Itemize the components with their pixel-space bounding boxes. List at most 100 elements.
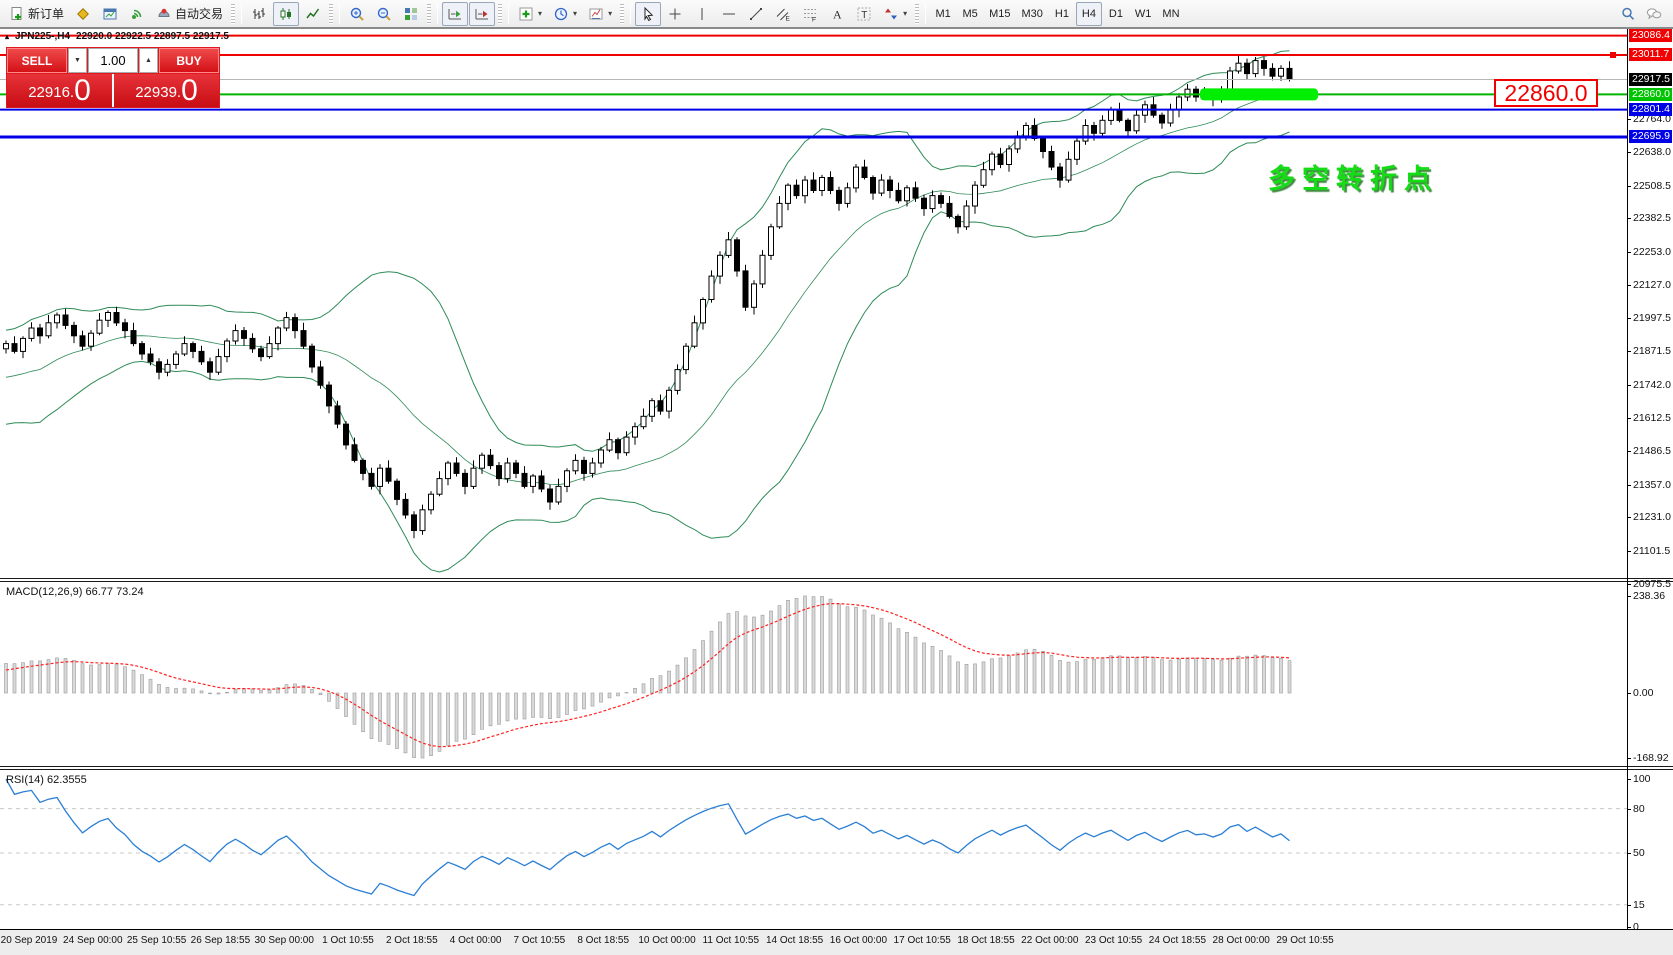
support-highlight-bar[interactable] [1200, 88, 1318, 101]
toolbar-button-auto-scroll[interactable] [442, 1, 469, 26]
toolbar-button-templates[interactable]: ▾ [583, 2, 617, 26]
time-axis-label: 23 Oct 10:55 [1084, 935, 1143, 946]
toolbar-button-market-watch[interactable] [97, 2, 123, 26]
toolbar-button-zoom-out[interactable] [371, 2, 397, 26]
toolbar-button-profiles[interactable] [70, 2, 96, 26]
bollinger-lower-band [5, 131, 1290, 573]
toolbar-button-arrows[interactable]: ▾ [878, 2, 912, 26]
toolbar-button-zoom-in[interactable] [344, 2, 370, 26]
sell-price-main: 22916 [28, 84, 70, 101]
axis-tick [1627, 517, 1631, 518]
toolbar-button-indicators[interactable]: ▾ [513, 2, 547, 26]
macd-signal-line [5, 603, 1290, 748]
price-tick-label: 22382.5 [1633, 212, 1671, 224]
toolbar-button-equidistant-channel[interactable]: E [770, 2, 796, 26]
macd-histogram [4, 595, 1292, 759]
toolbar-button-auto-trading[interactable]: 自动交易 [151, 2, 228, 26]
toolbar-button-tf-h1[interactable]: H1 [1054, 7, 1069, 20]
volume-input[interactable]: 1.00 [88, 48, 138, 73]
template-icon [589, 8, 603, 19]
toolbar-button-tf-m5[interactable]: M5 [962, 7, 978, 20]
toolbar-button-cursor[interactable] [635, 1, 662, 26]
volume-increase-button[interactable]: ▲ [139, 48, 158, 73]
toolbar-button-crosshair[interactable] [662, 2, 688, 26]
main-price-pane [0, 29, 1628, 578]
axis-tick [1627, 905, 1631, 906]
axis-tick [1627, 152, 1631, 153]
axis-tick [1627, 927, 1631, 928]
toolbar-button-fibonacci[interactable]: F [797, 2, 823, 26]
toolbar-button-horizontal-line[interactable] [716, 2, 742, 26]
time-axis-label: 14 Oct 18:55 [765, 935, 824, 946]
sell-price-display[interactable]: 22916. 0 [7, 74, 112, 107]
toolbar-button-tf-d1[interactable]: D1 [1108, 7, 1123, 20]
axis-tick [1627, 584, 1631, 585]
rsi-scale-label: 15 [1633, 899, 1645, 911]
toolbar-button-chat[interactable] [1641, 2, 1667, 26]
time-axis-label: 26 Sep 18:55 [190, 935, 251, 946]
candle-icon [280, 7, 292, 20]
volume-decrease-button[interactable]: ▼ [68, 48, 87, 73]
toolbar-button-tf-m30[interactable]: M30 [1021, 7, 1043, 20]
macd-scale-label: 238.36 [1633, 590, 1666, 602]
axis-tick [1627, 318, 1631, 319]
zoom-out-icon [377, 7, 391, 21]
svg-text:E: E [786, 15, 791, 22]
toolbar-button-text-label[interactable]: T [851, 2, 877, 26]
bollinger-middle-band [5, 91, 1290, 486]
time-axis-label: 25 Sep 10:55 [126, 935, 187, 946]
time-axis-label: 28 Oct 00:00 [1212, 935, 1270, 946]
toolbar-separator [241, 3, 243, 24]
axis-tick [1627, 485, 1631, 486]
chat-icon [1646, 8, 1662, 20]
toolbar-button-tile-windows[interactable] [398, 2, 424, 26]
toolbar-button-tf-m15[interactable]: M15 [989, 7, 1011, 20]
rsi-pane [0, 770, 1628, 929]
toolbar-button-chart-shift[interactable] [469, 1, 496, 26]
buy-button[interactable]: BUY [159, 48, 219, 73]
window-chart-icon [103, 8, 117, 19]
toolbar-button-periods[interactable]: ▾ [548, 2, 582, 26]
pane-separator-2[interactable] [0, 766, 1673, 770]
toolbar: 新订单 自动交易 ▾ ▾ ▾ E F A T ▾ M1 M5 M15 M30 H1 H4 D1 W1 MN [0, 0, 1673, 28]
buy-price-main: 22939 [135, 84, 177, 101]
buy-price-display[interactable]: 22939. 0 [114, 74, 219, 107]
axis-tick [1627, 385, 1631, 386]
toolbar-button-tf-w1[interactable]: W1 [1134, 7, 1152, 20]
time-axis-label: 17 Oct 10:55 [893, 935, 951, 946]
toolbar-button-line-chart[interactable] [300, 2, 326, 26]
toolbar-button-new-order[interactable]: 新订单 [4, 2, 69, 26]
toolbar-grip [498, 3, 503, 24]
hline-handle[interactable] [1610, 52, 1616, 58]
toolbar-button-tf-m1[interactable]: M1 [935, 7, 951, 20]
time-axis-label: 24 Sep 00:00 [63, 935, 123, 946]
toolbar-button-search[interactable] [1615, 2, 1641, 26]
textA-icon: A [833, 7, 842, 21]
price-badge-23086.4: 23086.4 [1629, 29, 1672, 42]
axis-tick [1627, 758, 1631, 759]
pivot-annotation-text[interactable]: 多空转折点 [1268, 164, 1438, 194]
toolbar-button-signals[interactable] [124, 2, 150, 26]
toolbar-button-tf-mn[interactable]: MN [1162, 7, 1180, 20]
svg-text:A: A [833, 7, 842, 21]
trend-icon [750, 7, 763, 20]
toolbar-button-bar-chart[interactable] [246, 2, 272, 26]
price-tick-label: 21101.5 [1633, 545, 1671, 557]
collapse-panel-icon[interactable]: ▴ [5, 32, 10, 41]
axis-tick [1627, 551, 1631, 552]
toolbar-button-text[interactable]: A [824, 2, 850, 26]
toolbar-button-candlestick-chart[interactable] [273, 1, 300, 26]
toolbar-button-vertical-line[interactable] [689, 2, 715, 26]
time-axis-label: 18 Oct 18:55 [957, 935, 1015, 946]
pane-separator-1[interactable] [0, 578, 1673, 582]
toolbar-button-tf-h4[interactable]: H4 [1075, 1, 1102, 26]
axis-tick [1627, 119, 1631, 120]
price-level-callout[interactable]: 22860.0 [1494, 79, 1598, 107]
sell-button[interactable]: SELL [7, 48, 67, 73]
time-axis-label: 20 Sep 2019 [0, 935, 58, 946]
time-axis-label: 16 Oct 00:00 [829, 935, 888, 946]
toolbar-button-trendline[interactable] [743, 2, 769, 26]
one-click-trade-panel: SELL ▼ 1.00 ▲ BUY 22916. 0 22939. 0 [6, 47, 220, 108]
price-tick-label: 21871.5 [1633, 345, 1671, 357]
price-badge-22917.5: 22917.5 [1629, 73, 1672, 86]
